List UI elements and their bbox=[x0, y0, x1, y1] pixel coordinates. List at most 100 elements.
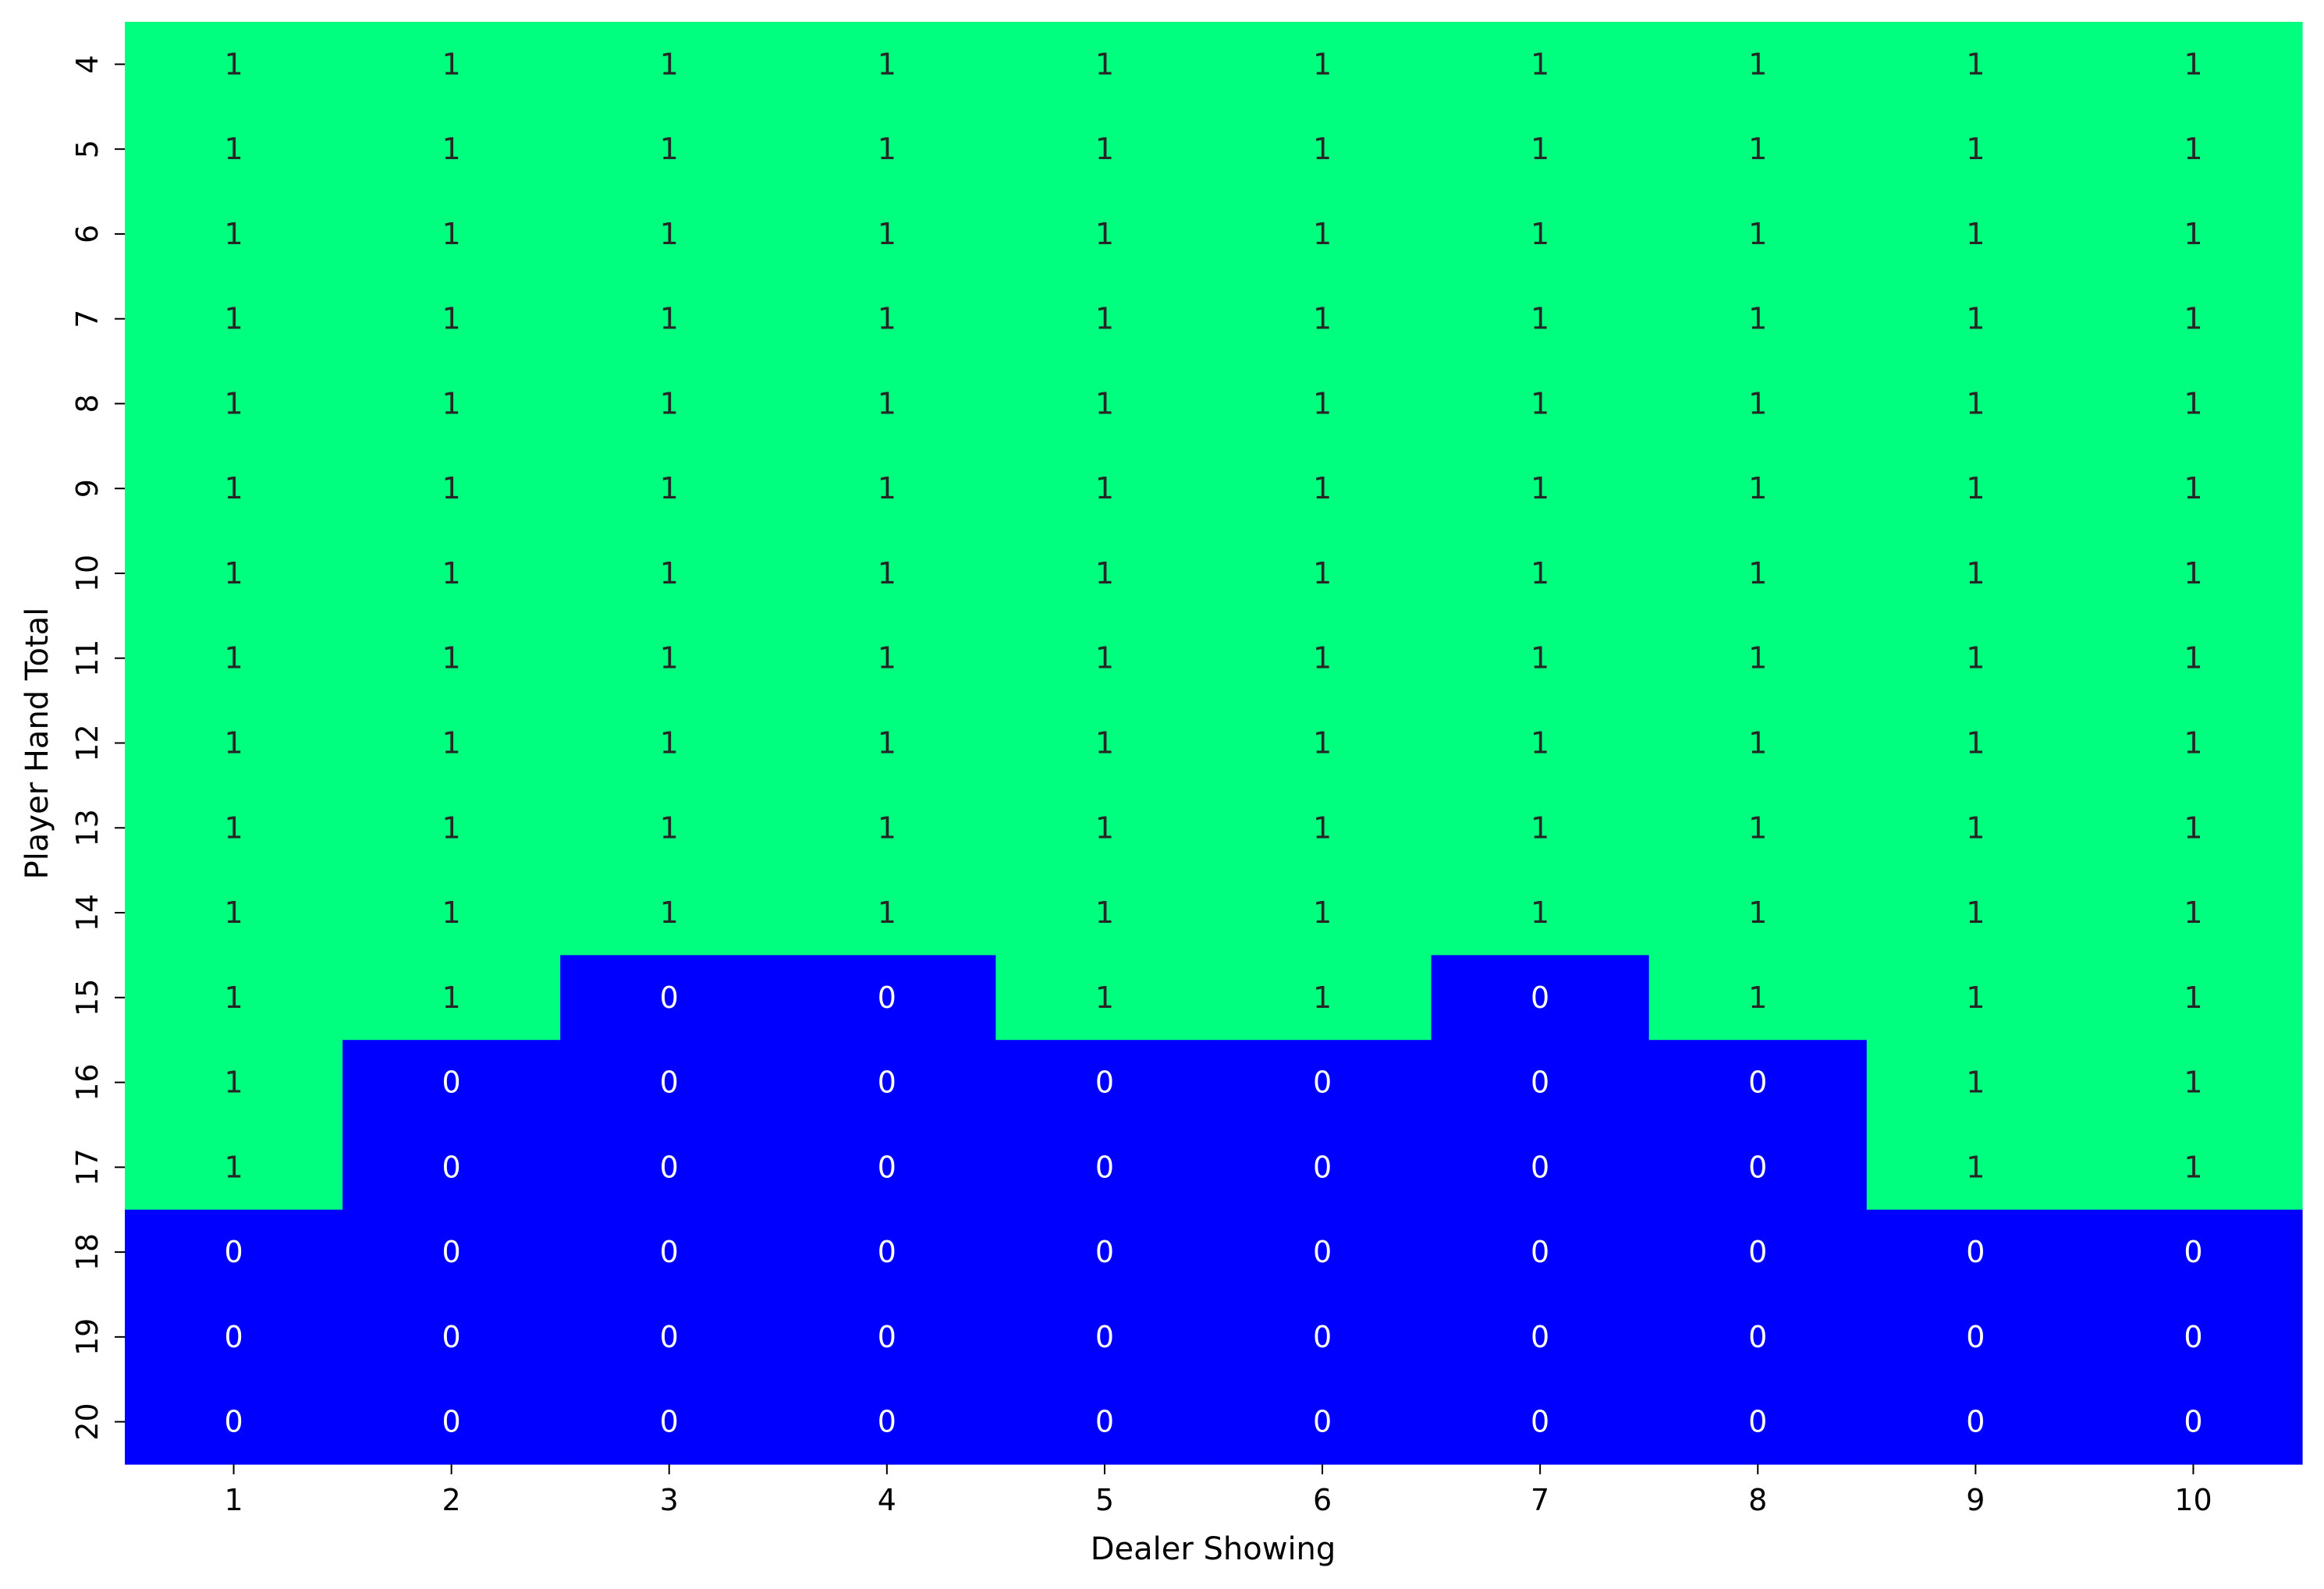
heatmap-cell bbox=[1213, 1379, 1432, 1465]
cell-value-label: 1 bbox=[442, 471, 461, 505]
cell-value-label: 0 bbox=[1748, 1405, 1767, 1439]
cell-value-label: 1 bbox=[2184, 556, 2202, 591]
cell-value-label: 1 bbox=[2184, 810, 2202, 845]
y-tick-label: 14 bbox=[70, 894, 105, 931]
cell-value-label: 1 bbox=[442, 726, 461, 761]
cell-value-label: 1 bbox=[224, 132, 243, 166]
cell-value-label: 1 bbox=[224, 896, 243, 930]
heatmap-cell bbox=[560, 106, 779, 193]
cell-value-label: 1 bbox=[1531, 132, 1549, 166]
cell-value-label: 1 bbox=[1313, 981, 1332, 1015]
heatmap-cell bbox=[1648, 445, 1868, 532]
heatmap-cell bbox=[560, 276, 779, 362]
heatmap-cell bbox=[1866, 1040, 2085, 1126]
cell-value-label: 0 bbox=[878, 1150, 896, 1184]
heatmap-cell bbox=[342, 1294, 561, 1380]
cell-value-label: 1 bbox=[660, 810, 679, 845]
y-axis: 4 5 6 7 8 9 10 11 12 13 14 15 16 17 18 19 20 bbox=[70, 55, 125, 1441]
heatmap-cell bbox=[1648, 22, 1868, 108]
heatmap-cell bbox=[1431, 361, 1650, 447]
heatmap-cell bbox=[2084, 445, 2303, 532]
heatmap-cell bbox=[342, 1124, 561, 1211]
cell-value-label: 0 bbox=[1966, 1235, 1985, 1269]
cell-value-label: 0 bbox=[1531, 1405, 1549, 1439]
x-tick-label: 2 bbox=[442, 1483, 461, 1517]
cell-value-label: 1 bbox=[1531, 641, 1549, 676]
heatmap-cell bbox=[560, 1124, 779, 1211]
x-tick-label: 3 bbox=[660, 1483, 679, 1517]
heatmap-cell bbox=[1431, 276, 1650, 362]
cell-value-label: 1 bbox=[224, 386, 243, 420]
cell-value-label: 1 bbox=[1095, 47, 1114, 81]
heatmap-cell bbox=[125, 1294, 343, 1380]
cell-value-label: 1 bbox=[224, 1066, 243, 1100]
heatmap-cell bbox=[1648, 615, 1868, 701]
heatmap-cell bbox=[2084, 1209, 2303, 1296]
cell-value-label: 1 bbox=[1966, 726, 1985, 761]
cell-value-label: 1 bbox=[1313, 641, 1332, 676]
heatmap-cell bbox=[342, 22, 561, 108]
heatmap-cell bbox=[1866, 276, 2085, 362]
cell-value-label: 1 bbox=[660, 132, 679, 166]
cell-value-label: 1 bbox=[1748, 641, 1767, 676]
cell-value-label: 0 bbox=[1748, 1320, 1767, 1354]
cell-value-label: 1 bbox=[1095, 556, 1114, 591]
heatmap-cell bbox=[995, 22, 1215, 108]
cell-value-label: 1 bbox=[1095, 386, 1114, 420]
heatmap-cell bbox=[995, 361, 1215, 447]
heatmap-cell bbox=[1648, 1209, 1868, 1296]
cell-value-label: 1 bbox=[878, 47, 896, 81]
heatmap-cell bbox=[560, 1209, 779, 1296]
cell-value-label: 0 bbox=[878, 1066, 896, 1100]
heatmap-cells bbox=[125, 22, 2303, 1465]
heatmap-cell bbox=[342, 361, 561, 447]
cell-value-label: 0 bbox=[878, 1235, 896, 1269]
cell-value-label: 0 bbox=[1095, 1150, 1114, 1184]
heatmap-cell bbox=[1866, 1294, 2085, 1380]
cell-value-label: 1 bbox=[442, 386, 461, 420]
cell-value-label: 1 bbox=[1531, 386, 1549, 420]
cell-value-label: 1 bbox=[2184, 981, 2202, 1015]
heatmap-cell bbox=[1213, 445, 1432, 532]
heatmap-cell bbox=[1866, 615, 2085, 701]
heatmap-cell bbox=[778, 106, 996, 193]
heatmap-cell bbox=[2084, 1294, 2303, 1380]
heatmap-cell bbox=[342, 1209, 561, 1296]
cell-value-label: 1 bbox=[442, 217, 461, 251]
cell-value-label: 0 bbox=[660, 1235, 679, 1269]
cell-value-label: 0 bbox=[442, 1150, 461, 1184]
heatmap-cell bbox=[995, 191, 1215, 277]
heatmap-cell bbox=[995, 106, 1215, 193]
heatmap-cell bbox=[1648, 1124, 1868, 1211]
x-axis: 1 2 3 4 5 6 7 8 9 10 bbox=[224, 1464, 2212, 1517]
cell-value-label: 1 bbox=[1966, 641, 1985, 676]
heatmap-cell bbox=[1431, 445, 1650, 532]
cell-value-label: 1 bbox=[442, 810, 461, 845]
cell-value-label: 0 bbox=[1966, 1320, 1985, 1354]
cell-value-label: 0 bbox=[1313, 1066, 1332, 1100]
cell-value-label: 1 bbox=[2184, 386, 2202, 420]
heatmap-cell bbox=[1213, 1124, 1432, 1211]
heatmap-cell bbox=[1431, 1379, 1650, 1465]
y-tick-label: 4 bbox=[70, 55, 105, 73]
cell-value-label: 1 bbox=[224, 1150, 243, 1184]
heatmap-cell bbox=[1866, 955, 2085, 1041]
heatmap-cell bbox=[1431, 22, 1650, 108]
heatmap-cell bbox=[2084, 1040, 2303, 1126]
x-tick-label: 8 bbox=[1748, 1483, 1767, 1517]
cell-value-label: 1 bbox=[878, 386, 896, 420]
x-tick-label: 7 bbox=[1531, 1483, 1549, 1517]
heatmap-cell bbox=[342, 445, 561, 532]
cell-value-label: 1 bbox=[660, 217, 679, 251]
heatmap-cell bbox=[1431, 955, 1650, 1041]
cell-value-label: 1 bbox=[1531, 896, 1549, 930]
cell-value-label: 1 bbox=[1748, 981, 1767, 1015]
heatmap-cell bbox=[995, 701, 1215, 786]
cell-value-label: 1 bbox=[1095, 896, 1114, 930]
cell-value-label: 0 bbox=[1095, 1235, 1114, 1269]
heatmap-cell bbox=[1213, 615, 1432, 701]
cell-value-label: 1 bbox=[442, 302, 461, 336]
heatmap-cell bbox=[125, 701, 343, 786]
cell-value-label: 1 bbox=[1313, 386, 1332, 420]
